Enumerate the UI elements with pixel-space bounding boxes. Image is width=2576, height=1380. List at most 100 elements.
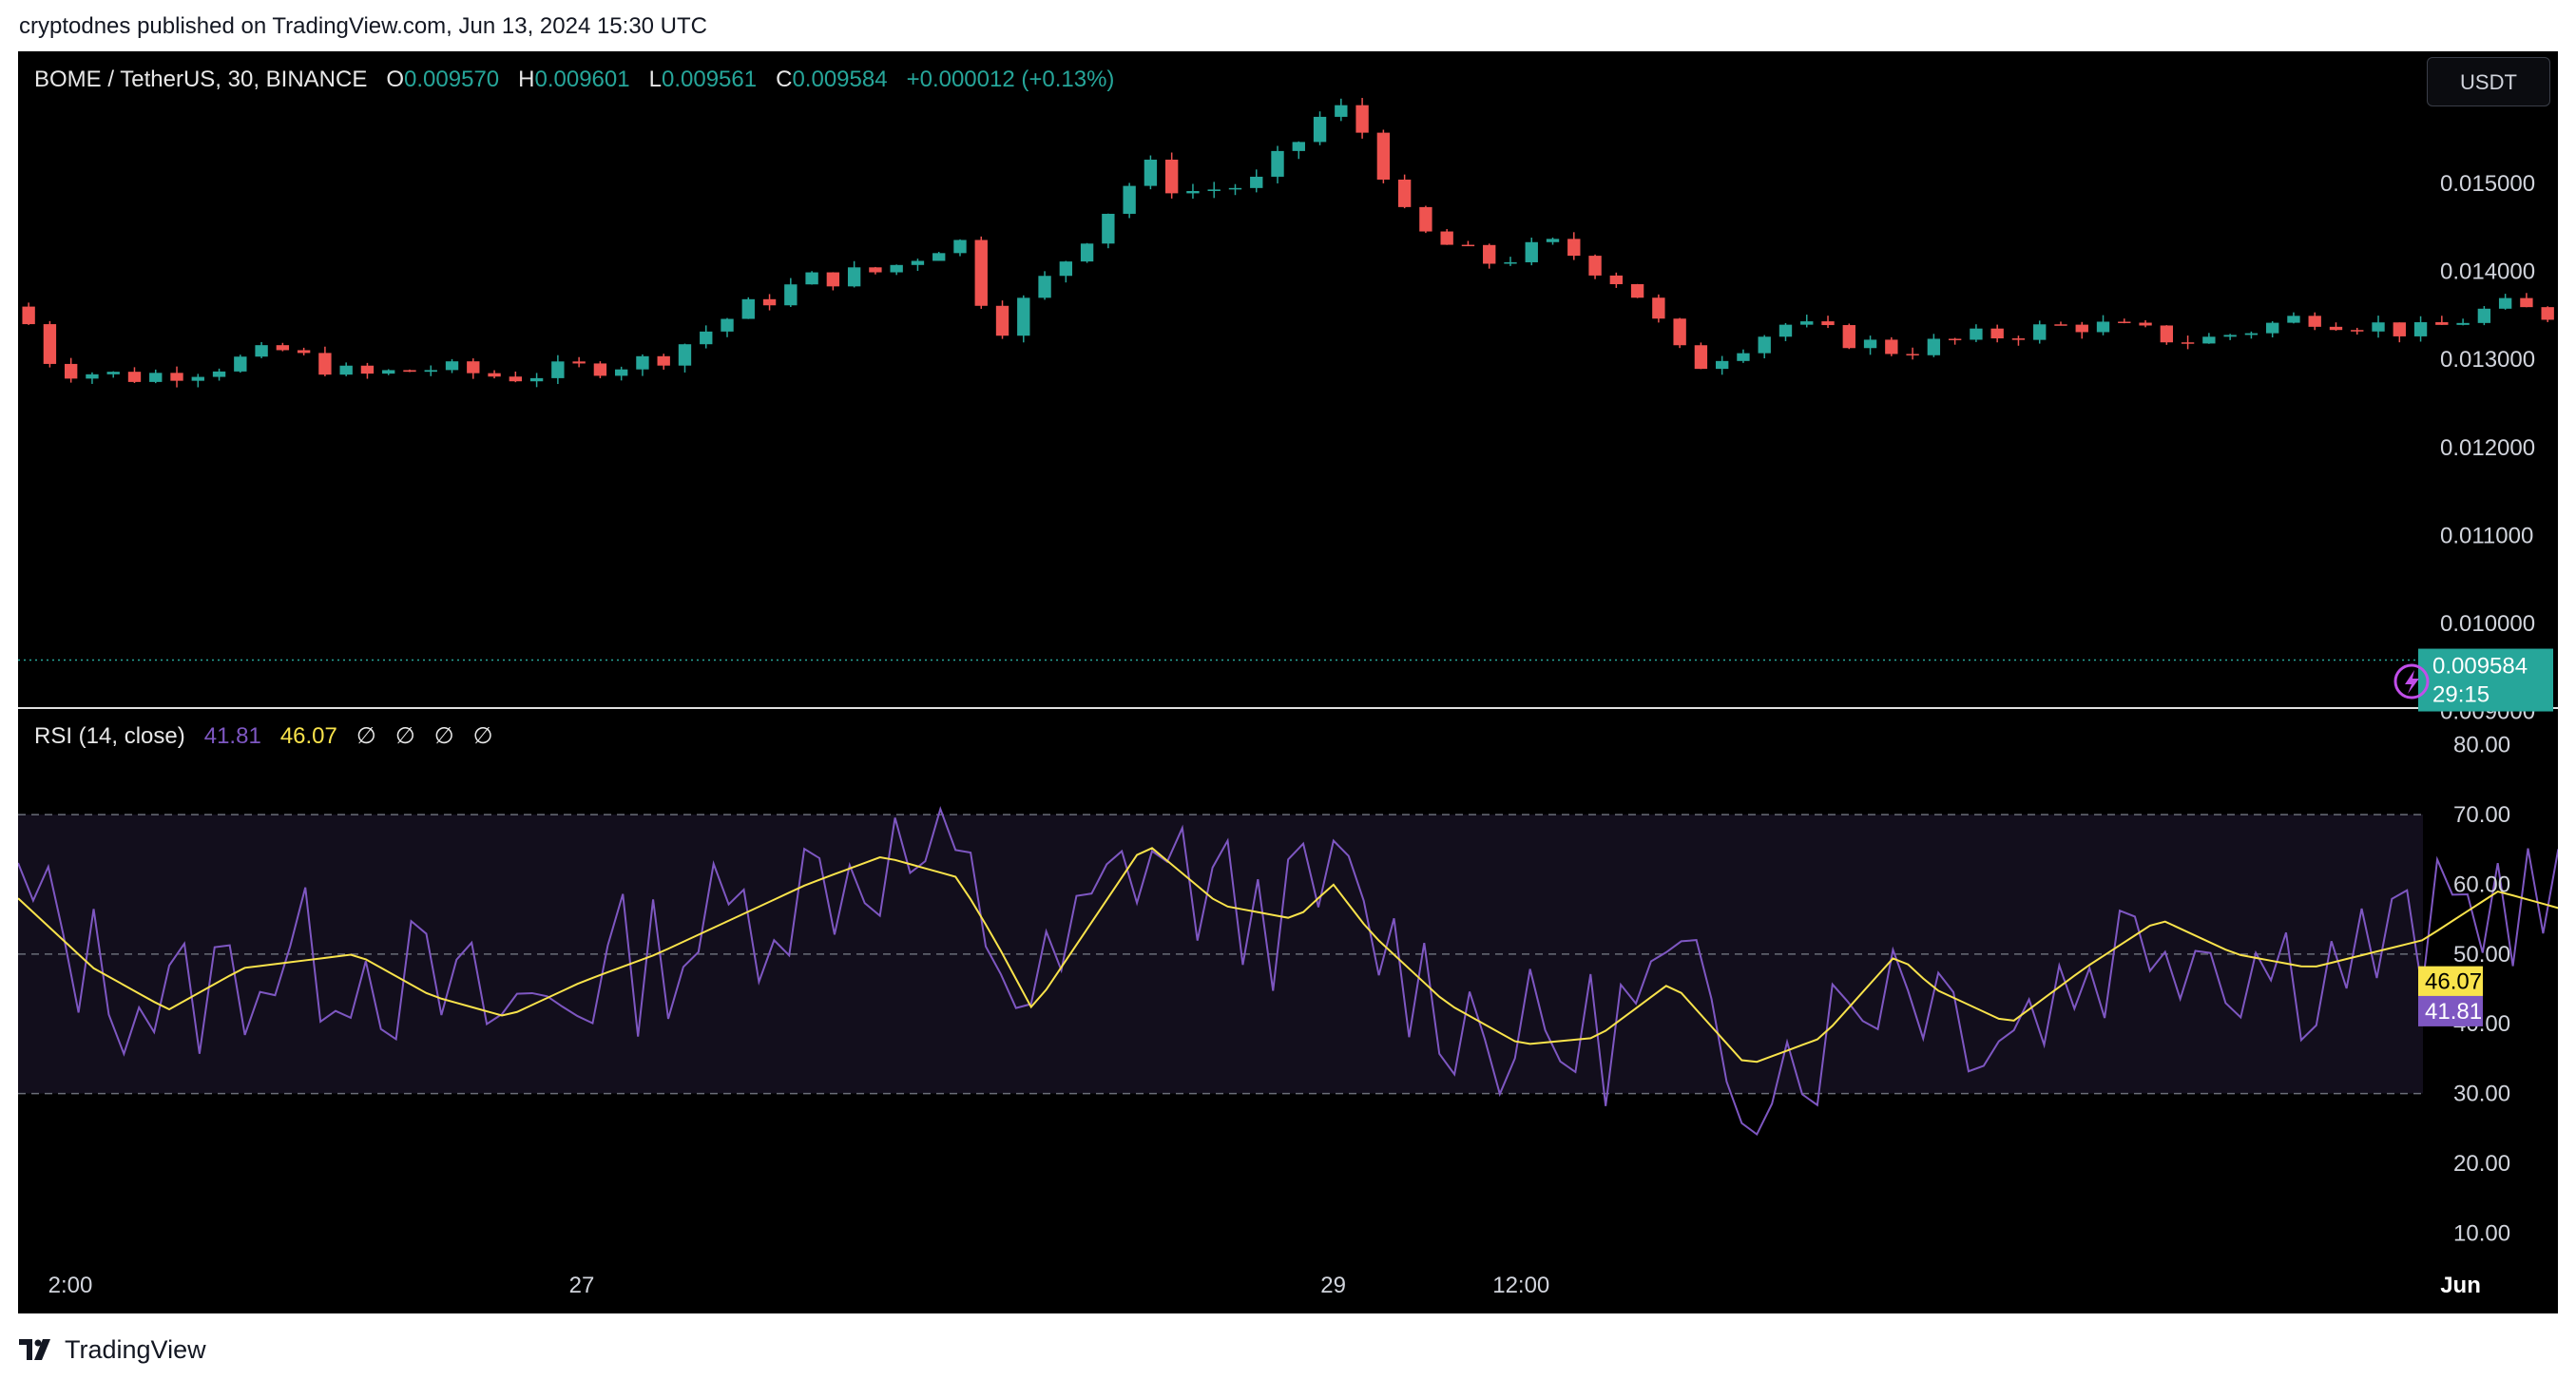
price-axis-tick-label: 0.013000 [2440, 347, 2535, 373]
candle-body [2498, 297, 2512, 309]
candle-body [64, 363, 78, 379]
candle-body [890, 264, 903, 273]
candle-body [1271, 150, 1284, 177]
rsi-tag [2418, 995, 2483, 1026]
candle-body [488, 373, 501, 377]
candle-body [86, 374, 99, 379]
candle-body [784, 284, 798, 306]
time-axis-tick-label: 27 [569, 1273, 595, 1298]
currency-button[interactable]: USDT [2427, 57, 2550, 106]
candle-body [953, 240, 967, 254]
close-value: 0.009584 [792, 67, 888, 92]
chart-canvas[interactable]: 0.0160000.0150000.0140000.0130000.012000… [18, 51, 2558, 1313]
candle-body [2308, 316, 2321, 327]
candle-body [826, 272, 840, 287]
candle-body [1863, 339, 1877, 349]
candle-body [2181, 342, 2195, 344]
candle-body [1567, 239, 1581, 257]
candle-body [2033, 324, 2047, 340]
last-price-tag-price: 0.009584 [2432, 654, 2528, 680]
footer-brand[interactable]: TradingView [65, 1334, 206, 1364]
candle-body [2244, 333, 2259, 335]
candle-body [276, 345, 290, 351]
candle-body [593, 363, 607, 376]
candle-body [2456, 322, 2470, 325]
candle-body [2287, 316, 2300, 323]
candle-body [1207, 189, 1221, 191]
candle-body [170, 373, 183, 381]
candle-body [974, 240, 988, 306]
candle-body [2413, 322, 2428, 336]
candle-body [297, 350, 311, 354]
empty-slot: ∅ [433, 723, 454, 749]
candle-body [1059, 261, 1073, 277]
candle-body [1419, 206, 1432, 232]
price-axis-tick-label: 0.010000 [2440, 611, 2535, 637]
candle-body [445, 361, 459, 371]
candle-body [1038, 276, 1051, 298]
lightning-icon-bolt [2405, 670, 2419, 694]
candle-body [360, 365, 375, 374]
candle-body [1483, 244, 1496, 264]
change-value: +0.000012 (+0.13%) [906, 67, 1115, 92]
price-axis-tick-label: 0.014000 [2440, 259, 2535, 285]
candle-body [2372, 322, 2385, 332]
candle-body [1737, 353, 1750, 361]
rsi-ma-tag [2418, 966, 2483, 997]
last-price-tag-countdown: 29:15 [2432, 682, 2489, 708]
candle-body [191, 376, 204, 381]
candle-body [2477, 308, 2491, 323]
rsi-axis-tick-label: 70.00 [2453, 802, 2510, 828]
candle-body [234, 356, 247, 372]
close-label: C [776, 67, 793, 92]
chart-frame[interactable]: 0.0160000.0150000.0140000.0130000.012000… [18, 51, 2558, 1313]
candle-body [636, 355, 649, 370]
candle-body [1186, 190, 1200, 194]
candle-body [995, 305, 1009, 336]
candle-body [2075, 324, 2088, 333]
rsi-legend[interactable]: RSI (14, close) 41.81 46.07 ∅ ∅ ∅ ∅ [34, 722, 493, 750]
candle-body [22, 306, 35, 325]
candle-body [2118, 321, 2131, 323]
candle-body [2393, 322, 2406, 336]
candle-body [1461, 244, 1475, 247]
rsi-axis-tick-label: 30.00 [2453, 1082, 2510, 1107]
candle-body [678, 344, 692, 366]
tradingview-logo-icon[interactable] [19, 1339, 55, 1360]
candle-body [529, 377, 544, 382]
candle-body [1546, 239, 1560, 242]
candle-body [721, 318, 734, 332]
low-label: L [648, 67, 662, 92]
high-label: H [518, 67, 535, 92]
empty-slot: ∅ [394, 723, 415, 749]
candle-body [741, 298, 755, 319]
time-axis-tick-label: Jun [2440, 1273, 2481, 1298]
candle-body [911, 260, 925, 265]
empty-slot: ∅ [356, 723, 376, 749]
candle-body [1164, 159, 1179, 194]
candle-body [467, 361, 480, 374]
candle-body [1885, 339, 1898, 355]
candle-body [572, 361, 586, 364]
candle-body [1335, 105, 1348, 117]
time-axis-tick-label: 29 [1320, 1273, 1346, 1298]
rsi-line [18, 805, 2558, 1137]
candle-body [1948, 338, 1962, 340]
symbol-legend[interactable]: BOME / TetherUS, 30, BINANCE O0.009570 H… [34, 67, 1114, 93]
footer[interactable]: TradingView [19, 1331, 206, 1369]
candle-body [1376, 132, 1391, 180]
candle-body [932, 253, 946, 261]
candles-layer [18, 98, 2554, 661]
rsi-ma-tag-value: 46.07 [2425, 969, 2482, 995]
candle-body [1017, 297, 1030, 336]
rsi-title[interactable]: RSI (14, close) [34, 723, 185, 749]
candle-body [1144, 159, 1158, 186]
candle-body [1970, 328, 1983, 340]
symbol-name[interactable]: BOME / TetherUS, 30, BINANCE [34, 67, 368, 92]
candle-body [1821, 321, 1835, 326]
candle-body [614, 369, 628, 376]
candle-body [869, 267, 882, 273]
price-axis-tick-label: 0.012000 [2440, 435, 2535, 461]
open-label: O [386, 67, 405, 92]
candle-body [1927, 338, 1941, 355]
